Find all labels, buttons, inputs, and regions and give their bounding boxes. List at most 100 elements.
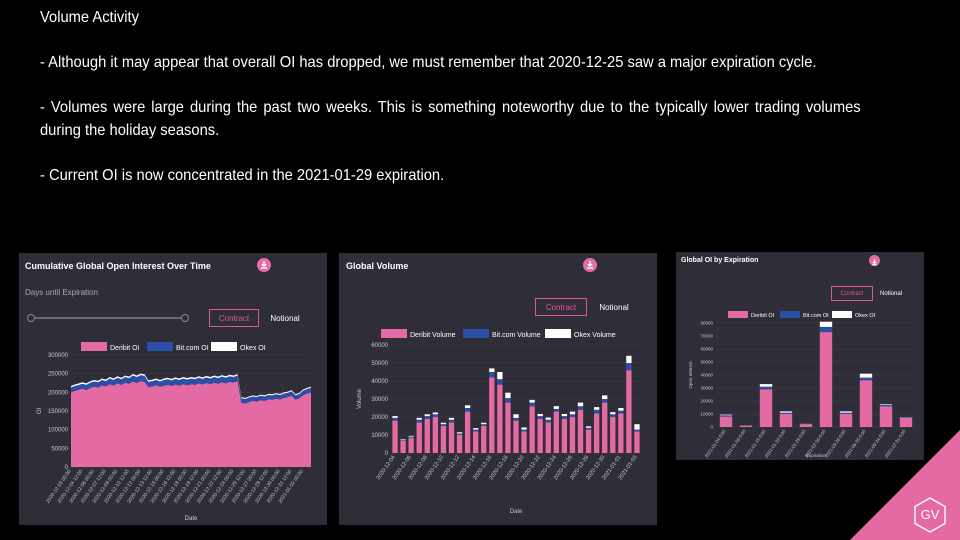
legend-swatch [211,342,237,351]
bar [739,425,753,427]
bar [634,429,640,432]
download-icon [261,261,267,269]
notional-toggle-button[interactable]: Notional [599,302,629,312]
legend-label: Bit.com OI [803,313,829,319]
bar [799,424,813,427]
bar [618,410,624,414]
bar [634,431,640,453]
y-axis-label: Open Interest [688,361,693,389]
bar [505,392,511,399]
bar [481,424,487,426]
slider-track [31,317,185,319]
bar [432,412,439,415]
bar [513,420,519,453]
bar [719,415,733,417]
y-tick-label: 30000 [371,397,388,403]
bar [440,424,447,426]
legend-swatch [780,311,800,318]
bar [464,405,471,408]
bar [424,418,430,453]
download-icon [872,259,877,266]
download-button[interactable] [583,258,597,272]
slider-handle-min[interactable] [27,314,35,322]
volume-title: Global Volume [346,261,409,271]
y-tick-label: 0 [385,451,389,457]
slider-handle-max[interactable] [181,314,189,322]
bar [392,420,398,453]
bar [456,432,463,434]
x-tick-label: 2021-01-15 0:00 [744,428,767,458]
bar [602,402,608,453]
legend-label: Okex OI [240,345,266,352]
contract-toggle-button[interactable]: Contract [209,309,259,327]
bar [473,428,479,430]
y-tick-label: 80000 [700,321,713,326]
bar [489,372,495,378]
bar [481,426,487,453]
bar [537,413,543,417]
y-tick-label: 250000 [48,372,69,378]
bar [448,417,455,420]
bar [464,408,471,412]
bar [505,398,511,403]
bar [481,422,487,425]
bar [448,422,455,453]
y-tick-label: 70000 [700,334,713,339]
bar [577,409,584,453]
bar [489,368,495,372]
bar [779,411,793,413]
bar [545,419,551,423]
notional-toggle-button[interactable]: Notional [879,290,902,297]
bar [448,419,455,423]
volume-chart: Deribit Volume Bit.com Volume Okex Volume 0… [357,329,641,515]
legend-label: Deribit OI [110,345,140,352]
y-tick-label: 60000 [700,347,713,352]
unit-toggle: Contract Notional [209,309,311,327]
bar [585,429,592,453]
days-slider[interactable] [27,314,189,322]
x-tick-label: 2021-03-26 0:00 [824,428,847,458]
download-button[interactable] [257,258,271,272]
bar [602,395,608,399]
slider-label: Days until Expiration [25,288,98,297]
bar [529,402,535,407]
bar [585,427,592,430]
y-tick-label: 40000 [700,373,713,378]
bar [839,414,853,427]
bullet-1: - Although it may appear that overall OI… [40,54,817,71]
bar [400,439,406,441]
oi-expiry-chart: Deribit OI Bit.com OI Okex OI 0 10000 20000 30… [688,311,916,459]
legend-label: Bit.com OI [176,345,209,352]
bar [759,389,773,427]
y-tick-label: 100000 [48,428,69,434]
bar [553,411,559,453]
y-tick-label: 300000 [48,353,69,359]
oi-time-panel: Cumulative Global Open Interest Over Tim… [19,253,327,525]
bar [545,417,551,420]
x-tick-label: 2021-01-29 0:00 [784,428,807,458]
download-button[interactable] [869,255,880,266]
bar [719,414,733,416]
bar [513,414,519,418]
y-tick-label: 200000 [48,390,69,396]
contract-toggle-button[interactable]: Contract [831,286,873,301]
bar [899,417,913,427]
legend-label: Deribit Volume [410,332,456,339]
bar [719,416,733,427]
bar [561,418,568,453]
unit-toggle: Contract Notional [535,298,641,316]
y-tick-label: 150000 [48,409,69,415]
bar [569,414,576,417]
slide-text: Volume Activity - Although it may appear… [40,6,861,209]
slide-title: Volume Activity [40,9,140,26]
bar [879,404,893,407]
bar [537,418,543,453]
bar [593,409,600,414]
bar [473,429,479,432]
notional-toggle-button[interactable]: Notional [270,313,300,323]
contract-toggle-button[interactable]: Contract [535,298,587,316]
bar [593,407,600,410]
bar [593,413,600,453]
bar [408,436,414,438]
bar [610,412,616,415]
